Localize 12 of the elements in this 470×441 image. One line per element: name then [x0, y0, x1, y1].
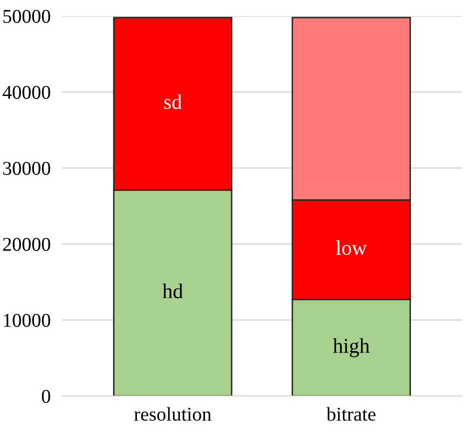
- data-label: hd: [162, 284, 183, 298]
- y-tick-label: 30000: [3, 162, 50, 175]
- y-tick-label: 50000: [3, 10, 50, 23]
- y-tick-label: 0: [42, 390, 50, 403]
- x-tick-label: bitrate: [326, 407, 376, 421]
- y-tick-label: 40000: [2, 86, 50, 99]
- y-tick-label: 20000: [3, 238, 50, 251]
- data-label: high: [332, 338, 370, 358]
- data-label: low: [336, 240, 367, 255]
- x-tick-label: resolution: [134, 407, 212, 421]
- y-tick-label: 10000: [4, 314, 50, 327]
- data-label: sd: [164, 94, 182, 109]
